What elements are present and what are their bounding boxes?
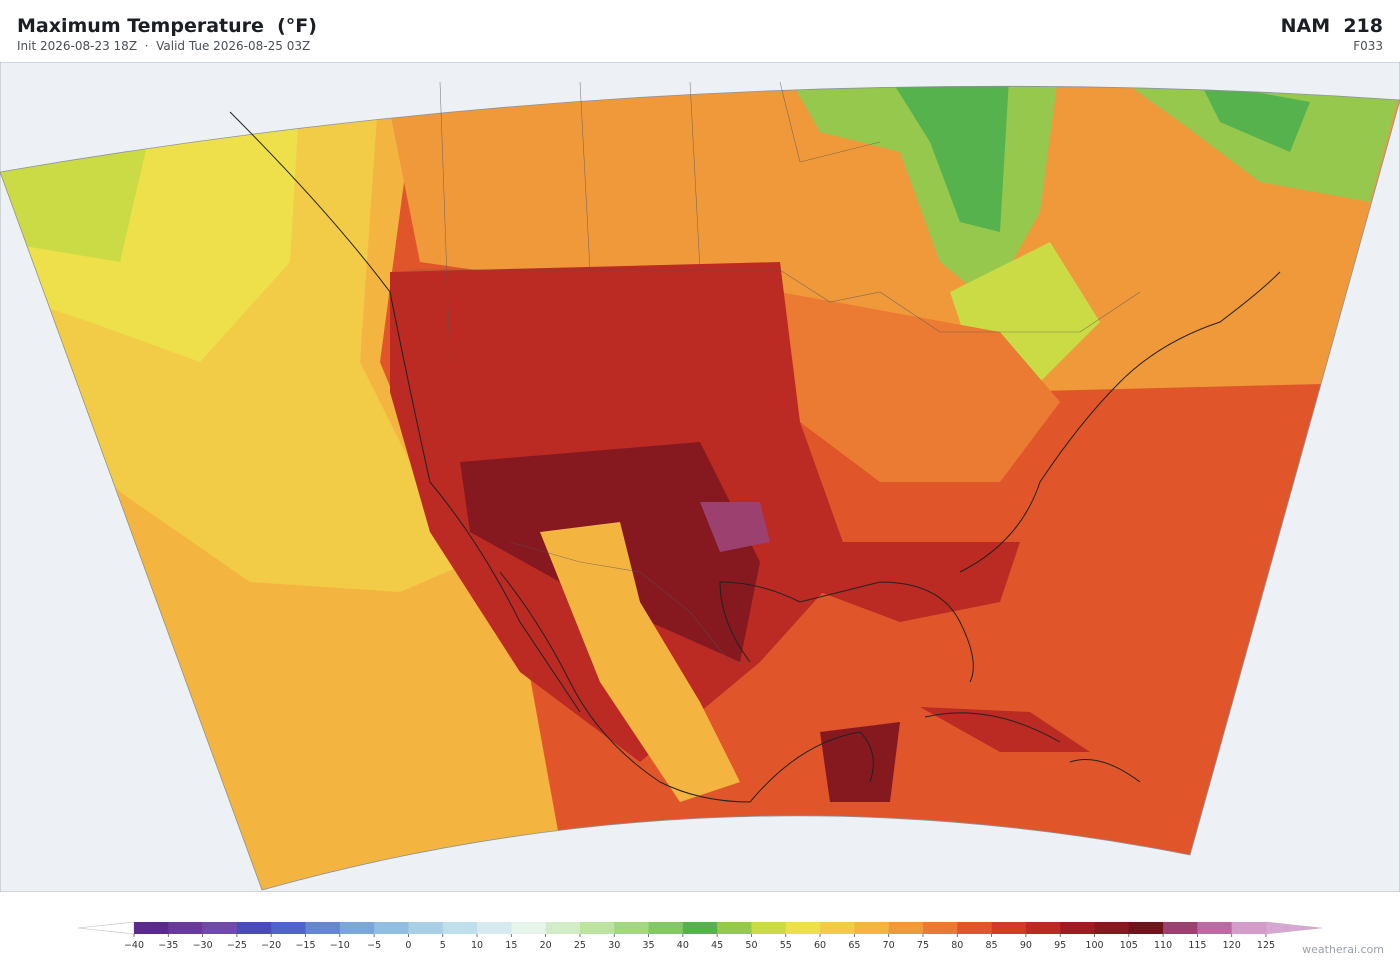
- colorbar-bin: [579, 922, 615, 934]
- colorbar-bin: [236, 922, 272, 934]
- colorbar-tick-label: 0: [405, 940, 411, 951]
- colorbar-tick-label: 45: [711, 940, 723, 951]
- domain-outline: [0, 85, 1400, 891]
- colorbar-tick-label: −15: [295, 940, 315, 951]
- colorbar-tick-label: 40: [677, 940, 689, 951]
- colorbar-bin: [511, 922, 546, 934]
- colorbar-bin: [614, 922, 649, 934]
- colorbar-bin: [648, 922, 684, 934]
- colorbar-bin: [1060, 922, 1095, 934]
- colorbar-tick-label: 100: [1085, 940, 1103, 951]
- colorbar-tick-label: −40: [124, 940, 144, 951]
- colorbar-tick-label: 50: [745, 940, 757, 951]
- colorbar-bin: [339, 922, 375, 934]
- colorbar-tick-label: −20: [261, 940, 281, 951]
- colorbar-bin: [957, 922, 992, 934]
- colorbar-tick-label: −35: [158, 940, 178, 951]
- colorbar-tick-label: 80: [951, 940, 963, 951]
- colorbar-tick-label: 115: [1188, 940, 1206, 951]
- coastlines: [229, 111, 1281, 803]
- colorbar-tick-label: −30: [193, 940, 213, 951]
- colorbar-bin: [888, 922, 924, 934]
- colorbar-tick-label: 75: [917, 940, 929, 951]
- colorbar-bin: [1128, 922, 1164, 934]
- colorbar-bin: [1231, 922, 1267, 934]
- colorbar-tick-label: 90: [1020, 940, 1032, 951]
- credit: weatherai.com: [1302, 943, 1384, 956]
- colorbar: −40 −35 −30 −25 −20 −15 −10 −5 0 5 10 15 20 25 30 35 40 4…: [77, 921, 1323, 951]
- colorbar-bin: [1025, 922, 1061, 934]
- colorbar-bin: [305, 922, 341, 934]
- colorbar-bin: [442, 922, 478, 934]
- forecast-hour: F033: [1353, 39, 1383, 53]
- colorbar-bin: [1094, 922, 1130, 934]
- colorbar-tick-label: −5: [367, 940, 381, 951]
- colorbar-tick-label: 15: [505, 940, 517, 951]
- colorbar-under: [77, 921, 135, 935]
- colorbar-bin: [991, 922, 1027, 934]
- colorbar-tick-label: 30: [608, 940, 620, 951]
- colorbar-bin: [820, 922, 855, 934]
- colorbar-bin: [477, 922, 512, 934]
- colorbar-tick-label: −25: [227, 940, 247, 951]
- colorbar-bin: [751, 922, 787, 934]
- colorbar-bin: [682, 922, 718, 934]
- colorbar-tick-label: 125: [1257, 940, 1275, 951]
- colorbar-tick-label: −10: [330, 940, 350, 951]
- colorbar-tick-label: 110: [1154, 940, 1172, 951]
- map: [0, 62, 1400, 892]
- colorbar-bin: [134, 922, 169, 934]
- colorbar-tick-label: 120: [1223, 940, 1241, 951]
- colorbar-tick-label: 55: [780, 940, 792, 951]
- colorbar-bin: [168, 922, 203, 934]
- colorbar-tick-label: 35: [642, 940, 654, 951]
- title: Maximum Temperature (°F): [17, 15, 317, 37]
- colorbar-bin: [717, 922, 752, 934]
- colorbar-bin: [785, 922, 821, 934]
- colorbar-tick-label: 20: [540, 940, 552, 951]
- colorbar-tick-label: 95: [1054, 940, 1066, 951]
- subtitle: Init 2026-08-23 18Z · Valid Tue 2026-08-…: [17, 39, 311, 53]
- colorbar-tick-label: 105: [1120, 940, 1138, 951]
- colorbar-bin: [854, 922, 889, 934]
- temperature-field: [0, 86, 1400, 891]
- colorbar-bin: [408, 922, 444, 934]
- colorbar-bin: [271, 922, 306, 934]
- colorbar-tick-label: 85: [986, 940, 998, 951]
- colorbar-bin: [1197, 922, 1232, 934]
- colorbar-tick-label: 10: [471, 940, 483, 951]
- colorbar-bin: [922, 922, 958, 934]
- colorbar-over: [1265, 921, 1323, 935]
- colorbar-bin: [545, 922, 581, 934]
- borders: [410, 81, 1141, 663]
- colorbar-bin: [374, 922, 409, 934]
- colorbar-bin: [1163, 922, 1198, 934]
- colorbar-tick-label: 65: [848, 940, 860, 951]
- colorbar-tick-label: 60: [814, 940, 826, 951]
- colorbar-tick-label: 70: [883, 940, 895, 951]
- model-name: NAM 218: [1280, 15, 1383, 37]
- colorbar-tick-label: 25: [574, 940, 586, 951]
- colorbar-tick-label: 5: [440, 940, 446, 951]
- colorbar-bin: [202, 922, 238, 934]
